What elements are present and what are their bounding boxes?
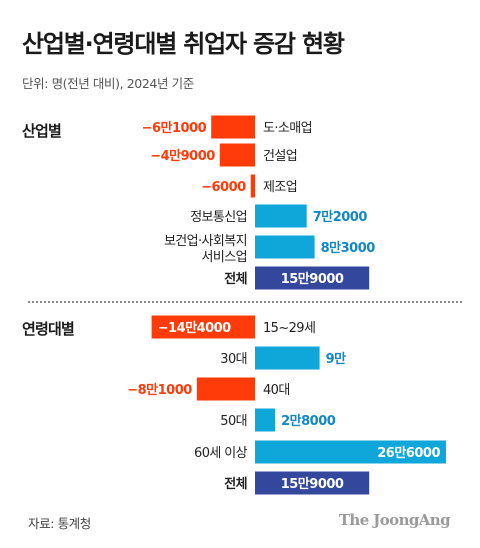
age-category-label-2: 40대 <box>263 383 290 398</box>
industry-bar-2 <box>250 174 255 198</box>
age-bar-3 <box>255 408 276 432</box>
industry-category-label-0: 도·소매업 <box>263 121 312 136</box>
age-value-label-5: 15만9000 <box>281 476 344 492</box>
industry-value-label-4: 8만3000 <box>321 240 376 256</box>
industry-category-label-5: 전체 <box>224 271 247 287</box>
age-bar-0 <box>151 315 255 339</box>
industry-value-label-1: −4만9000 <box>150 148 215 164</box>
age-category-label-4: 60세 이상 <box>194 446 248 461</box>
industry-bar-4 <box>255 235 315 259</box>
industry-value-label-5: 15만9000 <box>281 271 344 287</box>
age-value-label-0: −14만4000 <box>158 320 232 336</box>
unit-note: 단위: 명(전년 대비), 2024년 기준 <box>22 76 194 91</box>
industry-value-label-3: 7만2000 <box>313 209 368 225</box>
industry-bar-3 <box>255 204 307 228</box>
age-bar-2 <box>196 377 255 401</box>
section-divider <box>28 301 462 303</box>
age-value-label-3: 2만8000 <box>281 413 336 429</box>
industry-bar-5 <box>255 266 370 290</box>
age-value-label-1: 9만 <box>326 351 347 367</box>
industry-category-label-4: 보건업·사회복지 서비스업 <box>164 234 247 265</box>
industry-bar-1 <box>219 143 255 167</box>
industry-category-label-3: 정보통신업 <box>190 210 247 225</box>
age-bar-5 <box>255 471 370 495</box>
age-value-label-4: 26만6000 <box>377 445 440 461</box>
brand-logo: The JoongAng <box>338 511 451 529</box>
age-bar-1 <box>255 346 320 370</box>
age-category-label-0: 15~29세 <box>263 321 315 336</box>
source-note: 자료: 통계청 <box>28 516 91 531</box>
industry-category-label-2: 제조업 <box>263 180 297 195</box>
industry-value-label-0: −6만1000 <box>142 120 207 136</box>
age-bar-4 <box>255 440 446 464</box>
age-category-label-5: 전체 <box>224 476 247 492</box>
industry-category-label-1: 건설업 <box>263 149 297 164</box>
industry-value-label-2: −6000 <box>201 180 246 195</box>
chart-title: 산업별·연령대별 취업자 증감 현황 <box>22 30 345 58</box>
industry-bar-0 <box>211 115 255 139</box>
age-category-label-3: 50대 <box>220 414 247 429</box>
section-label-industry: 산업별 <box>22 122 62 140</box>
section-label-age: 연령대별 <box>22 320 75 338</box>
age-value-label-2: −8만1000 <box>127 382 192 398</box>
age-category-label-1: 30대 <box>220 352 247 367</box>
